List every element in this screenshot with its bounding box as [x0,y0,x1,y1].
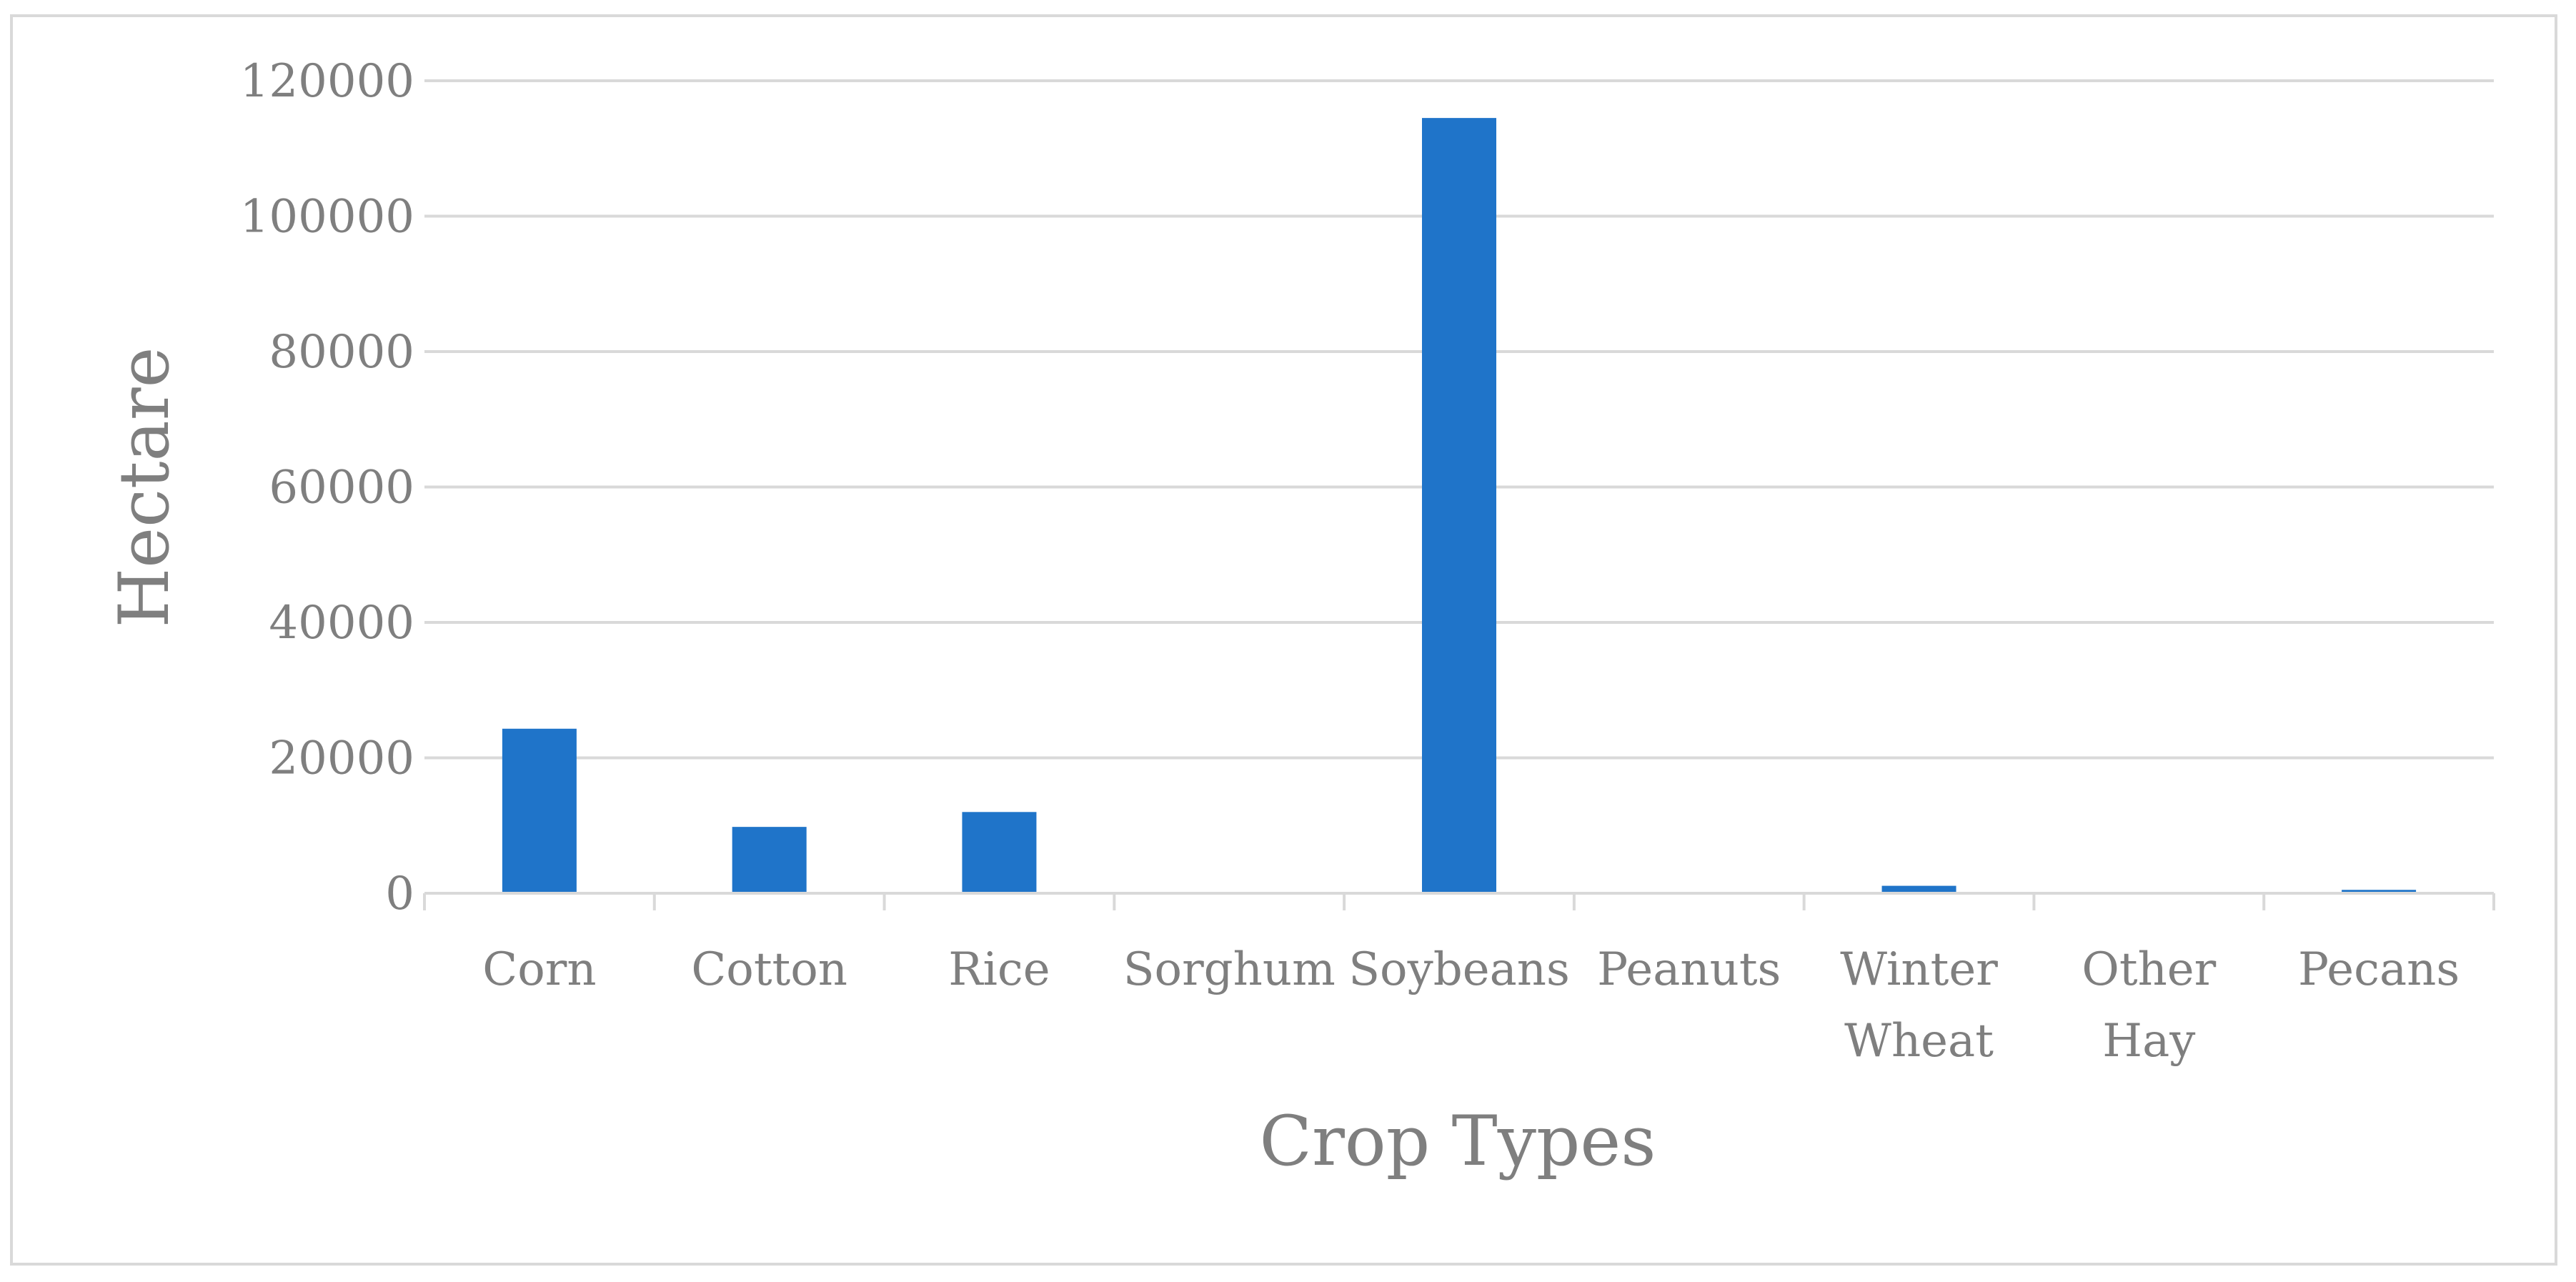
x-tick-label: Rice [948,943,1050,996]
y-tick-label: 40000 [269,597,414,650]
y-tick-label: 20000 [269,732,414,785]
bar [962,812,1037,893]
x-tick-label-line: Other [2082,943,2216,996]
x-tick-label: Cotton [691,943,847,996]
x-tick-label: Winter Wheat [1840,943,1998,1068]
x-tick-label-line: Corn [482,943,596,996]
y-tick-label: 100000 [240,191,414,244]
x-tick-label: Soybeans [1348,943,1570,996]
x-tick-label-line: Rice [948,943,1050,996]
x-tick-label-line: Pecans [2298,943,2460,996]
y-tick-label: 120000 [240,55,414,108]
y-axis-title: Hectare [104,347,184,628]
bar [1881,885,1956,893]
x-tick-label-line: Wheat [1844,1015,1994,1068]
y-tick-labels: 0 20000 40000 60000 80000 100000 120000 [240,55,414,920]
x-tick-labels: Corn Cotton Rice Sorghum Soybeans Peanuts Wint… [482,943,2460,1068]
bar [1422,118,1496,893]
x-tick-label: Sorghum [1123,943,1336,996]
bar [502,728,577,893]
bar [2342,890,2417,893]
bars [502,118,2417,893]
x-axis [423,892,2495,910]
y-tick-label: 60000 [269,462,414,515]
bar [732,827,807,893]
x-tick-label: Peanuts [1597,943,1781,996]
x-tick-label: Corn [482,943,596,996]
x-tick-label: Pecans [2298,943,2460,996]
x-tick-label-line: Winter [1840,943,1998,996]
x-tick-label-line: Soybeans [1348,943,1570,996]
x-tick-label: Other Hay [2082,943,2216,1068]
x-tick-label-line: Cotton [691,943,847,996]
y-tick-label: 80000 [269,326,414,379]
x-axis-title: Crop Types [1260,1101,1656,1181]
x-tick-label-line: Sorghum [1123,943,1336,996]
x-tick-label-line: Peanuts [1597,943,1781,996]
chart-frame [10,14,2557,1266]
y-tick-label: 0 [385,868,414,920]
x-tick-label-line: Hay [2102,1015,2195,1068]
